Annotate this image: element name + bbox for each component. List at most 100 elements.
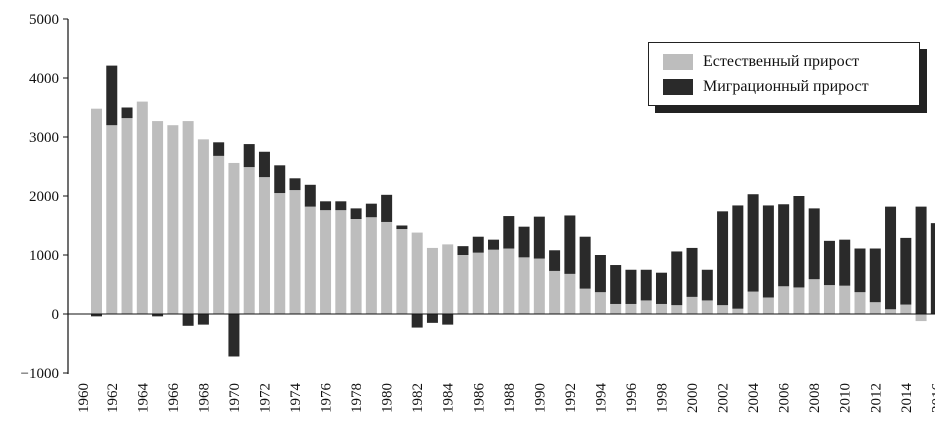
bar-migration-1981 bbox=[396, 225, 408, 230]
bar-migration-2006 bbox=[778, 204, 790, 287]
bar-natural-1998 bbox=[655, 303, 667, 314]
bar-natural-1984 bbox=[442, 244, 454, 314]
bar-natural-1995 bbox=[610, 303, 622, 314]
x-tick-label: 1976 bbox=[319, 383, 335, 414]
bar-migration-1961 bbox=[91, 314, 102, 317]
bar-migration-1999 bbox=[671, 251, 683, 306]
x-tick-label: 1968 bbox=[196, 383, 212, 413]
bar-migration-1970 bbox=[228, 314, 240, 357]
x-tick-label: 1998 bbox=[655, 383, 671, 413]
bar-natural-1985 bbox=[457, 255, 469, 314]
bar-migration-2000 bbox=[686, 247, 698, 297]
bar-migration-2013 bbox=[885, 206, 897, 310]
x-tick-labels: 1960 1962 1964 1966 1968 1970 1972 1974 1976 1978… bbox=[76, 383, 935, 414]
bar-migration-2009 bbox=[823, 240, 835, 286]
bar-migration-2011 bbox=[854, 248, 866, 293]
bar-natural-2010 bbox=[839, 285, 851, 314]
bar-migration-1993 bbox=[579, 236, 591, 289]
bar-migration-1963 bbox=[121, 107, 133, 119]
x-tick-label: 1970 bbox=[227, 383, 243, 413]
bar-natural-1963 bbox=[121, 118, 133, 315]
bar-migration-1969 bbox=[213, 142, 225, 156]
x-tick-label: 2016 bbox=[929, 383, 935, 414]
bar-migration-1989 bbox=[518, 226, 530, 258]
x-tick-label: 1984 bbox=[441, 383, 457, 414]
y-tick-label: 3000 bbox=[29, 130, 59, 146]
bar-migration-1994 bbox=[594, 255, 606, 293]
x-tick-label: 2014 bbox=[899, 383, 915, 414]
bar-natural-1978 bbox=[350, 219, 362, 314]
bar-natural-1981 bbox=[396, 229, 408, 314]
x-tick-label: 1978 bbox=[349, 383, 365, 413]
bar-migration-2015 bbox=[915, 206, 927, 314]
y-tick-labels: 5000 4000 3000 2000 1000 0 −1000 bbox=[21, 12, 68, 382]
x-tick-label: 1988 bbox=[502, 383, 518, 413]
bar-migration-1990 bbox=[533, 216, 545, 259]
bar-migration-1986 bbox=[472, 236, 484, 253]
x-tick-label: 1972 bbox=[258, 383, 274, 413]
x-tick-label: 1996 bbox=[624, 383, 640, 414]
x-tick-label: 2000 bbox=[685, 383, 701, 413]
bar-migration-2012 bbox=[869, 248, 881, 303]
bar-migration-1992 bbox=[564, 215, 576, 274]
bar-migration-1980 bbox=[381, 194, 393, 222]
bar-migration-1982 bbox=[411, 314, 423, 328]
bar-natural-2014 bbox=[900, 304, 912, 314]
bar-migration-1998 bbox=[655, 272, 667, 304]
bar-migration-1997 bbox=[640, 269, 652, 301]
y-tick-label: 0 bbox=[52, 307, 60, 323]
bar-migration-2014 bbox=[900, 237, 912, 305]
x-tick-label: 1962 bbox=[105, 383, 121, 413]
bar-natural-1979 bbox=[365, 217, 377, 314]
bar-natural-1965 bbox=[152, 121, 164, 314]
bar-migration-2007 bbox=[793, 196, 805, 288]
bar-natural-2008 bbox=[808, 279, 820, 314]
bar-natural-1967 bbox=[182, 121, 194, 314]
bar-natural-1966 bbox=[167, 125, 179, 314]
bar-migration-1995 bbox=[610, 265, 622, 304]
bar-natural-1986 bbox=[472, 252, 484, 314]
bar-migration-2010 bbox=[839, 239, 851, 286]
bar-natural-1973 bbox=[274, 193, 286, 314]
bar-natural-2013 bbox=[885, 309, 897, 314]
bar-natural-1977 bbox=[335, 210, 347, 314]
x-tick-label: 2002 bbox=[716, 383, 732, 413]
bar-migration-2016 bbox=[930, 223, 935, 314]
bar-natural-1969 bbox=[213, 155, 225, 314]
legend-item-migration: Миграционный прирост bbox=[663, 76, 869, 98]
bar-migration-1972 bbox=[258, 151, 270, 178]
bar-natural-1980 bbox=[381, 221, 393, 314]
x-tick-label: 1982 bbox=[410, 383, 426, 413]
bar-natural-2006 bbox=[778, 286, 790, 314]
bar-migration-1991 bbox=[549, 250, 561, 271]
bar-migration-1976 bbox=[320, 201, 332, 211]
x-tick-label: 1980 bbox=[380, 383, 396, 413]
bar-natural-1975 bbox=[304, 206, 316, 314]
bar-natural-1972 bbox=[258, 177, 270, 314]
y-tick-label: 5000 bbox=[29, 12, 59, 28]
bar-migration-1988 bbox=[503, 216, 515, 249]
bar-migration-1978 bbox=[350, 208, 362, 220]
bar-natural-1990 bbox=[533, 258, 545, 314]
bar-natural-1968 bbox=[197, 139, 209, 314]
bar-natural-1982 bbox=[411, 232, 423, 314]
x-tick-label: 2004 bbox=[746, 383, 762, 414]
bar-natural-2002 bbox=[717, 305, 729, 314]
bar-migration-1985 bbox=[457, 246, 469, 255]
bar-migration-1977 bbox=[335, 201, 347, 211]
bar-natural-1988 bbox=[503, 248, 515, 314]
bar-migration-1987 bbox=[488, 239, 500, 250]
bar-natural-1991 bbox=[549, 270, 561, 314]
bar-migration-2002 bbox=[717, 211, 729, 306]
bar-migration-2005 bbox=[762, 205, 774, 298]
x-tick-label: 1994 bbox=[593, 383, 609, 414]
legend-label-migration: Миграционный прирост bbox=[703, 78, 869, 95]
y-tick-label: 1000 bbox=[29, 248, 59, 264]
x-tick-label: 2008 bbox=[807, 383, 823, 413]
x-tick-label: 1960 bbox=[76, 383, 92, 413]
bar-natural-1974 bbox=[289, 190, 301, 314]
bar-natural-1993 bbox=[579, 288, 591, 314]
bar-migration-2003 bbox=[732, 205, 744, 309]
legend: Естественный прирост Миграционный прирос… bbox=[648, 42, 920, 106]
